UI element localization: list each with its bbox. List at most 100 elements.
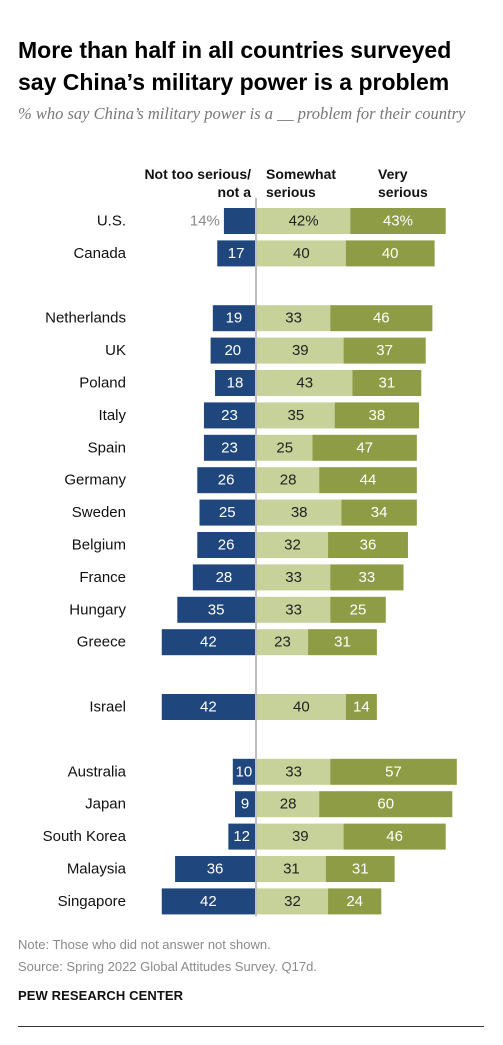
category-label: Singapore bbox=[58, 893, 126, 910]
category-label: Israel bbox=[89, 699, 126, 716]
data-label-very-serious: 25 bbox=[350, 601, 367, 618]
data-label-somewhat-serious: 31 bbox=[283, 861, 300, 878]
data-label-somewhat-serious: 43 bbox=[296, 375, 313, 392]
data-label-not-serious: 25 bbox=[219, 504, 236, 521]
bar-somewhat-serious bbox=[257, 888, 329, 915]
bar-somewhat-serious bbox=[257, 629, 309, 656]
bar-somewhat-serious bbox=[257, 823, 344, 850]
data-label-not-serious: 9 bbox=[241, 796, 249, 813]
bar-somewhat-serious bbox=[257, 758, 331, 785]
org-credit: PEW RESEARCH CENTER bbox=[18, 988, 184, 1003]
bar-somewhat-serious bbox=[257, 337, 344, 364]
data-label-somewhat-serious: 23 bbox=[274, 634, 291, 651]
category-label: Sweden bbox=[72, 504, 126, 521]
category-label: Canada bbox=[73, 245, 126, 262]
bar-very-serious bbox=[334, 402, 420, 429]
bar-not-serious bbox=[212, 305, 255, 332]
category-label: South Korea bbox=[43, 828, 127, 845]
data-label-very-serious: 44 bbox=[360, 472, 377, 489]
data-label-somewhat-serious: 38 bbox=[291, 504, 308, 521]
bar-not-serious bbox=[192, 564, 255, 591]
data-label-very-serious: 46 bbox=[386, 828, 403, 845]
bar-not-serious bbox=[223, 208, 255, 234]
category-label: Germany bbox=[64, 472, 126, 489]
data-label-very-serious: 33 bbox=[359, 569, 376, 586]
category-label: UK bbox=[105, 342, 126, 359]
bar-very-serious bbox=[350, 208, 446, 234]
data-label-somewhat-serious: 28 bbox=[280, 796, 297, 813]
column-header-not-serious: Not too serious/ not a bbox=[144, 165, 251, 201]
data-label-very-serious: 14 bbox=[353, 699, 370, 716]
bar-not-serious bbox=[175, 856, 255, 882]
data-label-very-serious: 47 bbox=[356, 439, 373, 456]
data-label-not-serious: 20 bbox=[224, 342, 241, 359]
bar-not-serious bbox=[177, 596, 255, 623]
data-label-very-serious: 38 bbox=[369, 407, 386, 424]
data-label-somewhat-serious: 33 bbox=[285, 310, 302, 327]
source-note: Source: Spring 2022 Global Attitudes Sur… bbox=[18, 959, 317, 974]
data-label-very-serious: 40 bbox=[382, 245, 399, 262]
category-label: France bbox=[79, 569, 126, 586]
data-label-somewhat-serious: 32 bbox=[284, 537, 301, 554]
chart-title: More than half in all countries surveyed… bbox=[18, 37, 452, 95]
bar-somewhat-serious bbox=[257, 240, 346, 267]
data-label-somewhat-serious: 28 bbox=[280, 472, 297, 489]
data-label-very-serious: 57 bbox=[385, 763, 402, 780]
category-label: Netherlands bbox=[45, 310, 126, 327]
data-label-not-serious: 18 bbox=[227, 375, 244, 392]
data-label-somewhat-serious: 40 bbox=[293, 245, 310, 262]
category-label: Australia bbox=[68, 763, 127, 780]
bar-not-serious bbox=[199, 499, 255, 526]
bar-very-serious bbox=[343, 337, 426, 364]
bar-somewhat-serious bbox=[257, 564, 331, 591]
footnote: Note: Those who did not answer not shown… bbox=[18, 937, 271, 952]
data-label-somewhat-serious: 42% bbox=[289, 213, 319, 230]
bar-not-serious bbox=[161, 888, 255, 915]
bar-not-serious bbox=[217, 240, 255, 267]
bar-somewhat-serious bbox=[257, 856, 326, 882]
data-label-not-serious: 23 bbox=[221, 439, 238, 456]
category-label: Belgium bbox=[72, 537, 126, 554]
bar-very-serious bbox=[330, 758, 457, 785]
data-label-somewhat-serious: 39 bbox=[292, 342, 309, 359]
category-label: Hungary bbox=[69, 601, 126, 618]
data-label-not-serious: 42 bbox=[200, 634, 217, 651]
bar-somewhat-serious bbox=[257, 467, 320, 494]
category-label: Malaysia bbox=[67, 861, 127, 878]
data-label-somewhat-serious: 32 bbox=[284, 893, 301, 910]
data-label-very-serious: 24 bbox=[346, 893, 363, 910]
bar-very-serious bbox=[312, 434, 417, 461]
bar-not-serious bbox=[197, 532, 255, 558]
data-label-somewhat-serious: 39 bbox=[292, 828, 309, 845]
bar-very-serious bbox=[330, 564, 404, 591]
bar-very-serious bbox=[352, 370, 422, 396]
category-label: Japan bbox=[85, 796, 126, 813]
bar-very-serious bbox=[328, 888, 382, 915]
bar-very-serious bbox=[319, 467, 417, 494]
bar-somewhat-serious bbox=[257, 305, 331, 332]
data-label-not-serious: 19 bbox=[226, 310, 243, 327]
data-label-somewhat-serious: 33 bbox=[285, 601, 302, 618]
data-label-not-serious: 28 bbox=[216, 569, 233, 586]
data-label-somewhat-serious: 40 bbox=[293, 699, 310, 716]
bottom-rule bbox=[18, 1026, 484, 1027]
bar-not-serious bbox=[235, 791, 255, 818]
column-header-somewhat: Somewhat serious bbox=[266, 165, 336, 201]
bar-not-serious bbox=[161, 694, 255, 720]
category-label: Spain bbox=[88, 439, 126, 456]
bar-very-serious bbox=[345, 240, 435, 267]
bar-very-serious bbox=[341, 499, 417, 526]
data-label-very-serious: 31 bbox=[334, 634, 351, 651]
bar-very-serious bbox=[328, 532, 408, 558]
category-label: Greece bbox=[77, 634, 126, 651]
data-label-not-serious: 35 bbox=[208, 601, 225, 618]
bar-not-serious bbox=[203, 402, 255, 429]
bar-very-serious bbox=[330, 596, 386, 623]
bar-very-serious bbox=[330, 305, 433, 332]
data-label-very-serious: 31 bbox=[379, 375, 396, 392]
bar-very-serious bbox=[345, 694, 377, 720]
data-label-somewhat-serious: 33 bbox=[285, 569, 302, 586]
bar-very-serious bbox=[308, 629, 377, 656]
chart-subtitle: % who say China’s military power is a __… bbox=[18, 104, 466, 123]
